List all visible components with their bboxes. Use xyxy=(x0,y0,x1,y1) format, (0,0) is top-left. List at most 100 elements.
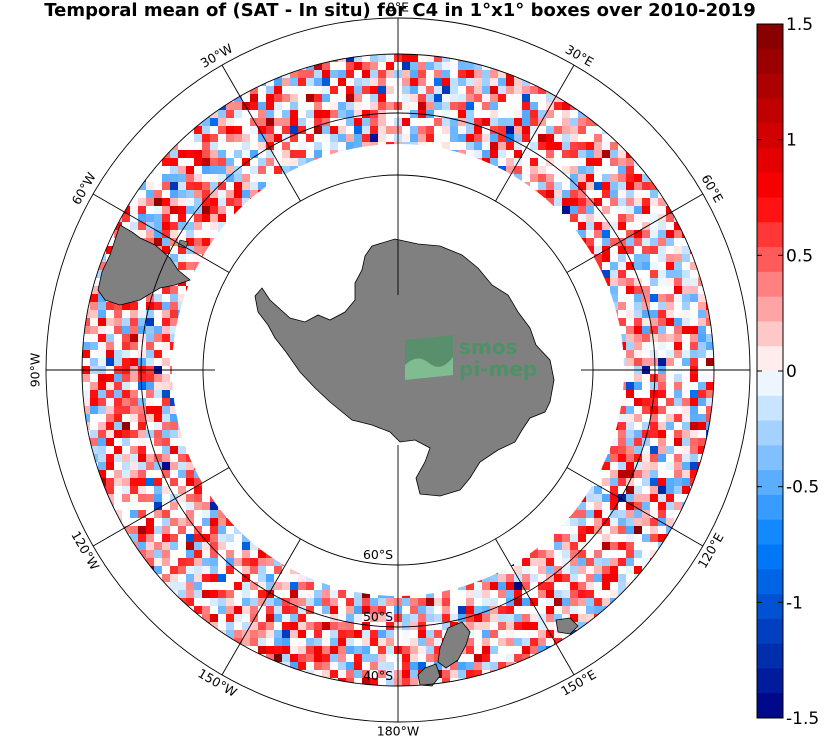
data-cell xyxy=(210,502,218,510)
data-cell xyxy=(378,86,386,94)
data-cell xyxy=(570,574,578,582)
data-cell xyxy=(194,550,202,558)
data-cell xyxy=(618,422,626,430)
data-cell xyxy=(618,406,626,414)
data-cell xyxy=(666,254,674,262)
data-cell xyxy=(114,430,122,438)
data-cell xyxy=(226,566,234,574)
data-cell xyxy=(650,430,658,438)
data-cell xyxy=(282,622,290,630)
data-cell xyxy=(578,110,586,118)
data-cell xyxy=(242,558,250,566)
data-cell xyxy=(562,542,570,550)
data-cell xyxy=(266,78,274,86)
data-cell xyxy=(106,406,114,414)
data-cell xyxy=(674,270,682,278)
data-cell xyxy=(594,526,602,534)
data-cell xyxy=(674,334,682,342)
data-cell xyxy=(666,206,674,214)
data-cell xyxy=(226,622,234,630)
data-cell xyxy=(586,502,594,510)
data-cell xyxy=(378,662,386,670)
data-cell xyxy=(634,398,642,406)
data-cell xyxy=(386,678,394,686)
data-cell xyxy=(258,166,266,174)
data-cell xyxy=(586,606,594,614)
data-cell xyxy=(658,510,666,518)
colorbar-tick-label: 1 xyxy=(786,131,797,151)
data-cell xyxy=(378,110,386,118)
data-cell xyxy=(378,134,386,142)
data-cell xyxy=(338,590,346,598)
data-cell xyxy=(674,230,682,238)
data-cell xyxy=(602,598,610,606)
data-cell xyxy=(682,438,690,446)
data-cell xyxy=(266,126,274,134)
data-cell xyxy=(466,110,474,118)
data-cell xyxy=(610,574,618,582)
data-cell xyxy=(170,150,178,158)
data-cell xyxy=(218,534,226,542)
data-cell xyxy=(586,238,594,246)
data-cell xyxy=(602,174,610,182)
data-cell xyxy=(98,422,106,430)
data-cell xyxy=(698,422,706,430)
data-cell xyxy=(642,358,650,366)
data-cell xyxy=(370,598,378,606)
data-cell xyxy=(138,526,146,534)
data-cell xyxy=(322,598,330,606)
data-cell xyxy=(610,454,618,462)
data-cell xyxy=(130,390,138,398)
meridian-line xyxy=(495,538,575,676)
data-cell xyxy=(618,158,626,166)
data-cell xyxy=(210,550,218,558)
data-cell xyxy=(354,62,362,70)
data-cell xyxy=(618,470,626,478)
data-cell xyxy=(506,614,514,622)
data-cell xyxy=(178,518,186,526)
data-cell xyxy=(154,406,162,414)
data-cell xyxy=(146,342,154,350)
data-cell xyxy=(682,358,690,366)
data-cell xyxy=(506,630,514,638)
data-cell xyxy=(674,478,682,486)
data-cell xyxy=(154,430,162,438)
data-cell xyxy=(154,478,162,486)
data-cell xyxy=(434,70,442,78)
data-cell xyxy=(146,318,154,326)
data-cell xyxy=(666,238,674,246)
data-cell xyxy=(362,134,370,142)
data-cell xyxy=(610,174,618,182)
data-cell xyxy=(674,318,682,326)
data-cell xyxy=(298,598,306,606)
data-cell xyxy=(162,230,170,238)
data-cell xyxy=(530,174,538,182)
data-cell xyxy=(90,438,98,446)
data-cell xyxy=(210,126,218,134)
data-cell xyxy=(98,446,106,454)
data-cell xyxy=(426,614,434,622)
data-cell xyxy=(322,606,330,614)
data-cell xyxy=(650,534,658,542)
data-cell xyxy=(162,390,170,398)
data-cell xyxy=(330,614,338,622)
data-cell xyxy=(634,286,642,294)
data-cell xyxy=(154,486,162,494)
data-cell xyxy=(634,430,642,438)
data-cell xyxy=(634,542,642,550)
data-cell xyxy=(234,198,242,206)
data-cell xyxy=(634,342,642,350)
data-cell xyxy=(162,422,170,430)
data-cell xyxy=(162,206,170,214)
data-cell xyxy=(458,70,466,78)
data-cell xyxy=(426,654,434,662)
colorbar-swatch xyxy=(757,98,783,124)
data-cell xyxy=(650,350,658,358)
data-cell xyxy=(650,358,658,366)
data-cell xyxy=(306,134,314,142)
data-cell xyxy=(474,622,482,630)
data-cell xyxy=(626,470,634,478)
data-cell xyxy=(402,662,410,670)
data-cell xyxy=(138,510,146,518)
data-cell xyxy=(258,582,266,590)
